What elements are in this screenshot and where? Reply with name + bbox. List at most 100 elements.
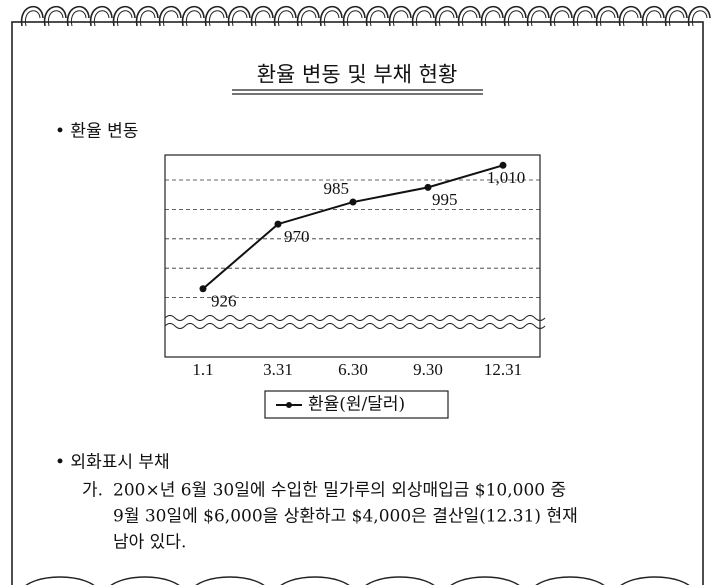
spiral-loop bbox=[116, 10, 133, 27]
axis-break bbox=[164, 315, 546, 321]
spiral-loop bbox=[208, 10, 225, 27]
spiral-loop bbox=[254, 10, 271, 27]
spiral-loop bbox=[323, 10, 340, 27]
spiral-loop bbox=[342, 5, 366, 27]
spiral-loop bbox=[93, 10, 110, 27]
legend-swatch-dot bbox=[286, 402, 292, 408]
spiral-loop bbox=[388, 5, 412, 27]
x-tick-label: 9.30 bbox=[413, 360, 443, 379]
spiral-loop bbox=[668, 10, 685, 27]
ring bbox=[620, 576, 690, 585]
spiral-loop bbox=[641, 5, 665, 27]
ring bbox=[25, 576, 95, 585]
x-tick-label: 1.1 bbox=[192, 360, 213, 379]
data-point bbox=[424, 183, 432, 191]
item-text-line: 200×년 6월 30일에 수입한 밀가루의 외상매입금 $10,000 중 bbox=[113, 481, 566, 501]
data-label: 995 bbox=[432, 190, 458, 209]
legend-label: 환율(원/달러) bbox=[308, 395, 405, 415]
spiral-binding bbox=[20, 5, 711, 27]
spiral-loop bbox=[47, 10, 64, 27]
spiral-loop bbox=[618, 5, 642, 27]
paper-frame bbox=[11, 21, 704, 585]
ring bbox=[450, 576, 520, 585]
spiral-loop bbox=[277, 10, 294, 27]
bottom-rings bbox=[25, 576, 690, 585]
spiral-loop bbox=[365, 5, 389, 27]
ring bbox=[535, 576, 605, 585]
x-tick-label: 6.30 bbox=[338, 360, 368, 379]
spiral-loop bbox=[664, 5, 688, 27]
spiral-loop bbox=[687, 5, 711, 27]
spiral-loop bbox=[66, 5, 90, 27]
item-marker: 가. bbox=[82, 481, 103, 501]
spiral-loop bbox=[457, 5, 481, 27]
data-point bbox=[274, 220, 282, 228]
spiral-loop bbox=[411, 5, 435, 27]
x-tick-label: 3.31 bbox=[263, 360, 293, 379]
axis-break bbox=[164, 323, 546, 329]
section-heading: • 환율 변동 bbox=[55, 122, 138, 142]
spiral-loop bbox=[300, 10, 317, 27]
spiral-loop bbox=[480, 5, 504, 27]
data-point bbox=[349, 198, 357, 206]
data-label: 970 bbox=[284, 227, 310, 246]
data-label: 926 bbox=[211, 292, 237, 311]
spiral-loop bbox=[484, 10, 501, 27]
spiral-loop bbox=[507, 10, 524, 27]
spiral-loop bbox=[158, 5, 182, 27]
spiral-loop bbox=[296, 5, 320, 27]
legend-box bbox=[264, 390, 449, 419]
spiral-loop bbox=[526, 5, 550, 27]
spiral-loop bbox=[135, 5, 159, 27]
spiral-loop bbox=[530, 10, 547, 27]
spiral-loop bbox=[139, 10, 156, 27]
spiral-loop bbox=[553, 10, 570, 27]
spiral-loop bbox=[572, 5, 596, 27]
spiral-loop bbox=[595, 5, 619, 27]
spiral-loop bbox=[250, 5, 274, 27]
item-text-line: 9월 30일에 $6,000을 상환하고 $4,000은 결산일(12.31) … bbox=[113, 507, 578, 527]
data-label: 1,010 bbox=[487, 168, 525, 187]
spiral-loop bbox=[112, 5, 136, 27]
spiral-loop bbox=[89, 5, 113, 27]
spiral-loop bbox=[415, 10, 432, 27]
ring bbox=[110, 576, 180, 585]
ring bbox=[280, 576, 350, 585]
ring bbox=[195, 576, 265, 585]
x-tick-label: 12.31 bbox=[484, 360, 522, 379]
spiral-loop bbox=[227, 5, 251, 27]
spiral-loop bbox=[622, 10, 639, 27]
ring bbox=[365, 576, 435, 585]
spiral-loop bbox=[20, 5, 44, 27]
spiral-loop bbox=[24, 10, 41, 27]
spiral-loop bbox=[185, 10, 202, 27]
spiral-loop bbox=[43, 5, 67, 27]
item-text-line: 남아 있다. bbox=[113, 533, 186, 553]
spiral-loop bbox=[503, 5, 527, 27]
spiral-loop bbox=[319, 5, 343, 27]
spiral-loop bbox=[231, 10, 248, 27]
line-chart: 1.1 3.31 6.30 9.30 12.31 926 970 985 995 1,010 환율(… bbox=[164, 154, 546, 419]
section-heading: • 외화표시 부채 bbox=[55, 453, 170, 473]
plot-frame bbox=[164, 154, 541, 358]
data-point bbox=[199, 285, 207, 293]
spiral-loop bbox=[599, 10, 616, 27]
spiral-loop bbox=[181, 5, 205, 27]
spiral-loop bbox=[273, 5, 297, 27]
data-label: 985 bbox=[324, 179, 350, 198]
spiral-loop bbox=[438, 10, 455, 27]
spiral-loop bbox=[549, 5, 573, 27]
spiral-loop bbox=[461, 10, 478, 27]
data-point bbox=[499, 161, 507, 169]
spiral-loop bbox=[346, 10, 363, 27]
spiral-loop bbox=[645, 10, 662, 27]
spiral-loop bbox=[434, 5, 458, 27]
spiral-loop bbox=[204, 5, 228, 27]
spiral-loop bbox=[576, 10, 593, 27]
document-title: 환율 변동 및 부채 현황 bbox=[257, 63, 458, 87]
spiral-loop bbox=[162, 10, 179, 27]
spiral-loop bbox=[70, 10, 87, 27]
spiral-loop bbox=[392, 10, 409, 27]
